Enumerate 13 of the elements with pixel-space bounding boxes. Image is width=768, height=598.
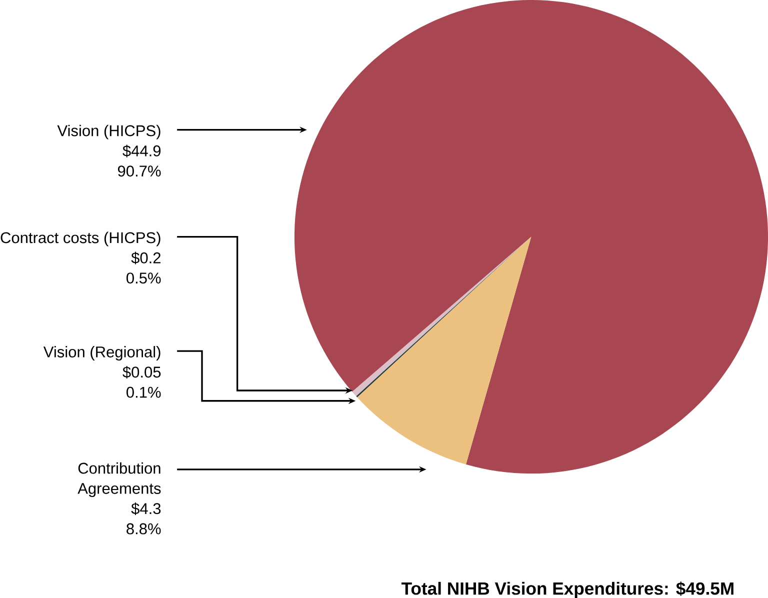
text: Total NIHB Vision Expenditures: $49.5M [401,581,734,598]
data-label: $0.05 [122,366,161,378]
slice-label: Contract costs (HICPS) [0,232,160,246]
data-label: $4.3 [131,502,161,515]
text: 0.5% [126,272,161,284]
text: 90.7% [118,165,161,176]
text: 0.1% [126,386,161,398]
slice-label: Contribution Agreements [78,462,161,497]
slice-label: Vision (HICPS) [57,124,160,140]
data-label: $0.2 [131,252,161,264]
data-label: $44.9 [122,144,161,158]
slice-label: Vision (Regional) [43,346,160,360]
text: 8.8% [126,523,161,534]
